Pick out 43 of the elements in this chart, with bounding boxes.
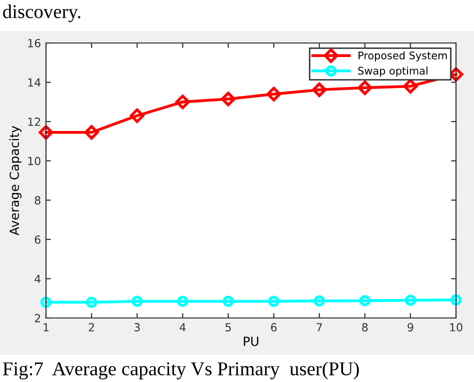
point — [38, 125, 54, 140]
x-tick-label: 10 — [450, 323, 462, 332]
legend-label: Proposed System — [358, 51, 447, 62]
x-tick-label: 3 — [134, 323, 140, 332]
point — [404, 294, 416, 306]
point — [130, 108, 144, 123]
y-tick-label: 14 — [28, 78, 41, 87]
y-axis-title: Average Capacity — [9, 126, 22, 236]
x-tick-label: 8 — [362, 323, 368, 332]
x-tick-label: 6 — [271, 323, 277, 332]
y-tick-label: 2 — [34, 314, 40, 322]
y-tick-label: 12 — [28, 118, 40, 126]
y-tick-label: 4 — [34, 274, 41, 283]
point — [266, 86, 282, 102]
x-tick-label: 5 — [226, 323, 231, 332]
point — [403, 78, 418, 94]
y-tick-label: 8 — [34, 196, 40, 205]
point — [314, 295, 325, 306]
point — [268, 296, 280, 307]
point — [220, 92, 236, 106]
x-tick-label: 7 — [316, 323, 322, 332]
y-tick-label: 16 — [28, 38, 40, 48]
text: Fig:7 Average capacity Vs Primary user(PU) — [2, 362, 359, 380]
point — [222, 296, 234, 307]
point — [175, 94, 190, 110]
x-tick-label: 2 — [88, 323, 94, 332]
point — [177, 296, 188, 307]
point — [359, 295, 370, 306]
x-tick-label: 1 — [44, 323, 49, 332]
legend-label: Swap optimal — [358, 66, 428, 77]
point — [84, 125, 99, 140]
text: discovery. — [3, 4, 80, 22]
point — [40, 296, 52, 308]
x-axis-title: PU — [244, 336, 258, 346]
point — [312, 82, 327, 98]
point — [86, 296, 98, 308]
point — [132, 296, 143, 307]
x-tick-label: 4 — [180, 323, 186, 332]
y-tick-label: 6 — [34, 235, 40, 244]
y-tick-label: 10 — [28, 156, 40, 166]
x-tick-label: 9 — [408, 323, 414, 332]
point — [450, 294, 462, 306]
point — [358, 80, 372, 96]
